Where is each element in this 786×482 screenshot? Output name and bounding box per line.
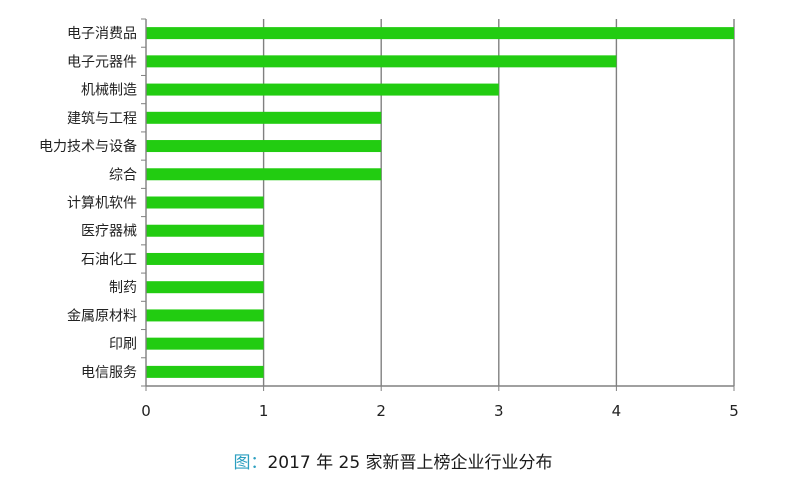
chart-caption: 图：2017 年 25 家新晋上榜企业行业分布 bbox=[0, 448, 786, 473]
bar bbox=[146, 83, 499, 96]
bar bbox=[146, 281, 264, 294]
x-tick-label: 4 bbox=[612, 402, 622, 420]
bars bbox=[146, 27, 734, 378]
category-label: 电子消费品 bbox=[67, 26, 137, 42]
x-tick-label: 5 bbox=[729, 402, 739, 420]
category-label: 金属原材料 bbox=[67, 308, 137, 324]
bar bbox=[146, 337, 264, 350]
category-label: 电信服务 bbox=[81, 365, 137, 381]
axes bbox=[141, 18, 735, 391]
bar bbox=[146, 252, 264, 265]
bar bbox=[146, 365, 264, 378]
category-label: 医疗器械 bbox=[81, 224, 137, 240]
category-label: 建筑与工程 bbox=[67, 111, 137, 127]
caption-text: 2017 年 25 家新晋上榜企业行业分布 bbox=[267, 453, 553, 473]
category-label: 计算机软件 bbox=[67, 196, 137, 212]
bar bbox=[146, 168, 382, 181]
gridlines bbox=[262, 19, 735, 386]
category-label: 石油化工 bbox=[81, 252, 137, 268]
x-tick-label: 3 bbox=[494, 402, 504, 420]
category-label: 电力技术与设备 bbox=[39, 138, 137, 155]
bar bbox=[146, 111, 382, 124]
category-labels: 电子消费品电子元器件机械制造建筑与工程电力技术与设备综合计算机软件医疗器械石油化… bbox=[39, 26, 137, 381]
bar bbox=[146, 27, 734, 40]
x-tick-label: 2 bbox=[376, 402, 386, 420]
category-label: 电子元器件 bbox=[67, 54, 137, 70]
x-tick-labels: 0 1 2 3 4 5 bbox=[141, 402, 739, 420]
bar bbox=[146, 196, 264, 209]
bar bbox=[146, 140, 382, 153]
x-tick-label: 0 bbox=[141, 402, 151, 420]
category-label: 机械制造 bbox=[81, 83, 137, 99]
bar bbox=[146, 309, 264, 322]
bar bbox=[146, 55, 617, 68]
category-label: 制药 bbox=[109, 280, 137, 296]
category-label: 印刷 bbox=[109, 337, 137, 353]
category-label: 综合 bbox=[109, 167, 137, 183]
bar-chart: 电子消费品电子元器件机械制造建筑与工程电力技术与设备综合计算机软件医疗器械石油化… bbox=[39, 18, 739, 420]
caption-prefix: 图： bbox=[233, 453, 268, 473]
bar bbox=[146, 224, 264, 237]
x-tick-label: 1 bbox=[259, 402, 269, 420]
